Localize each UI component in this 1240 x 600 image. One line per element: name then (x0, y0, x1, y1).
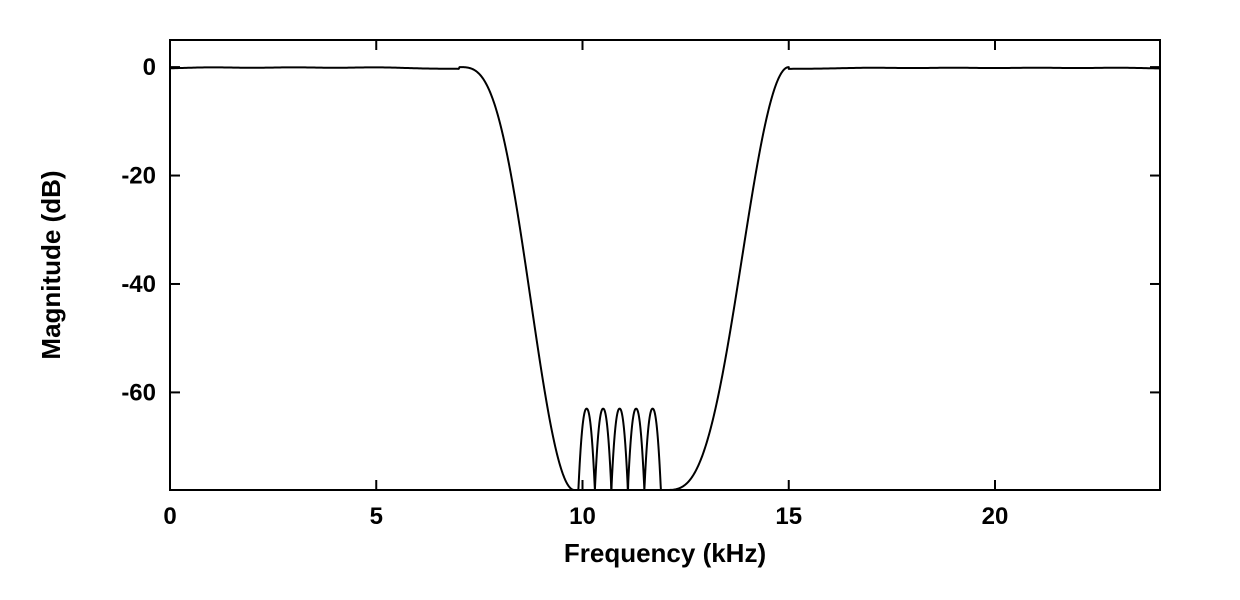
svg-text:0: 0 (143, 54, 156, 81)
svg-text:-40: -40 (121, 271, 156, 298)
svg-text:-60: -60 (121, 379, 156, 406)
svg-text:Magnitude (dB): Magnitude (dB) (36, 170, 66, 359)
svg-text:5: 5 (370, 503, 383, 530)
svg-text:20: 20 (982, 503, 1009, 530)
chart-svg: 0 5 10 15 20 -60 -40 -20 0 Frequency (kHz) Magnitu… (0, 0, 1240, 600)
svg-text:10: 10 (569, 503, 596, 530)
svg-text:0: 0 (163, 503, 176, 530)
svg-text:Frequency (kHz): Frequency (kHz) (564, 538, 766, 568)
svg-text:-20: -20 (121, 163, 156, 190)
svg-text:15: 15 (775, 503, 802, 530)
magnitude-response-chart: 0 5 10 15 20 -60 -40 -20 0 Frequency (kHz) Magnitu… (0, 0, 1240, 600)
